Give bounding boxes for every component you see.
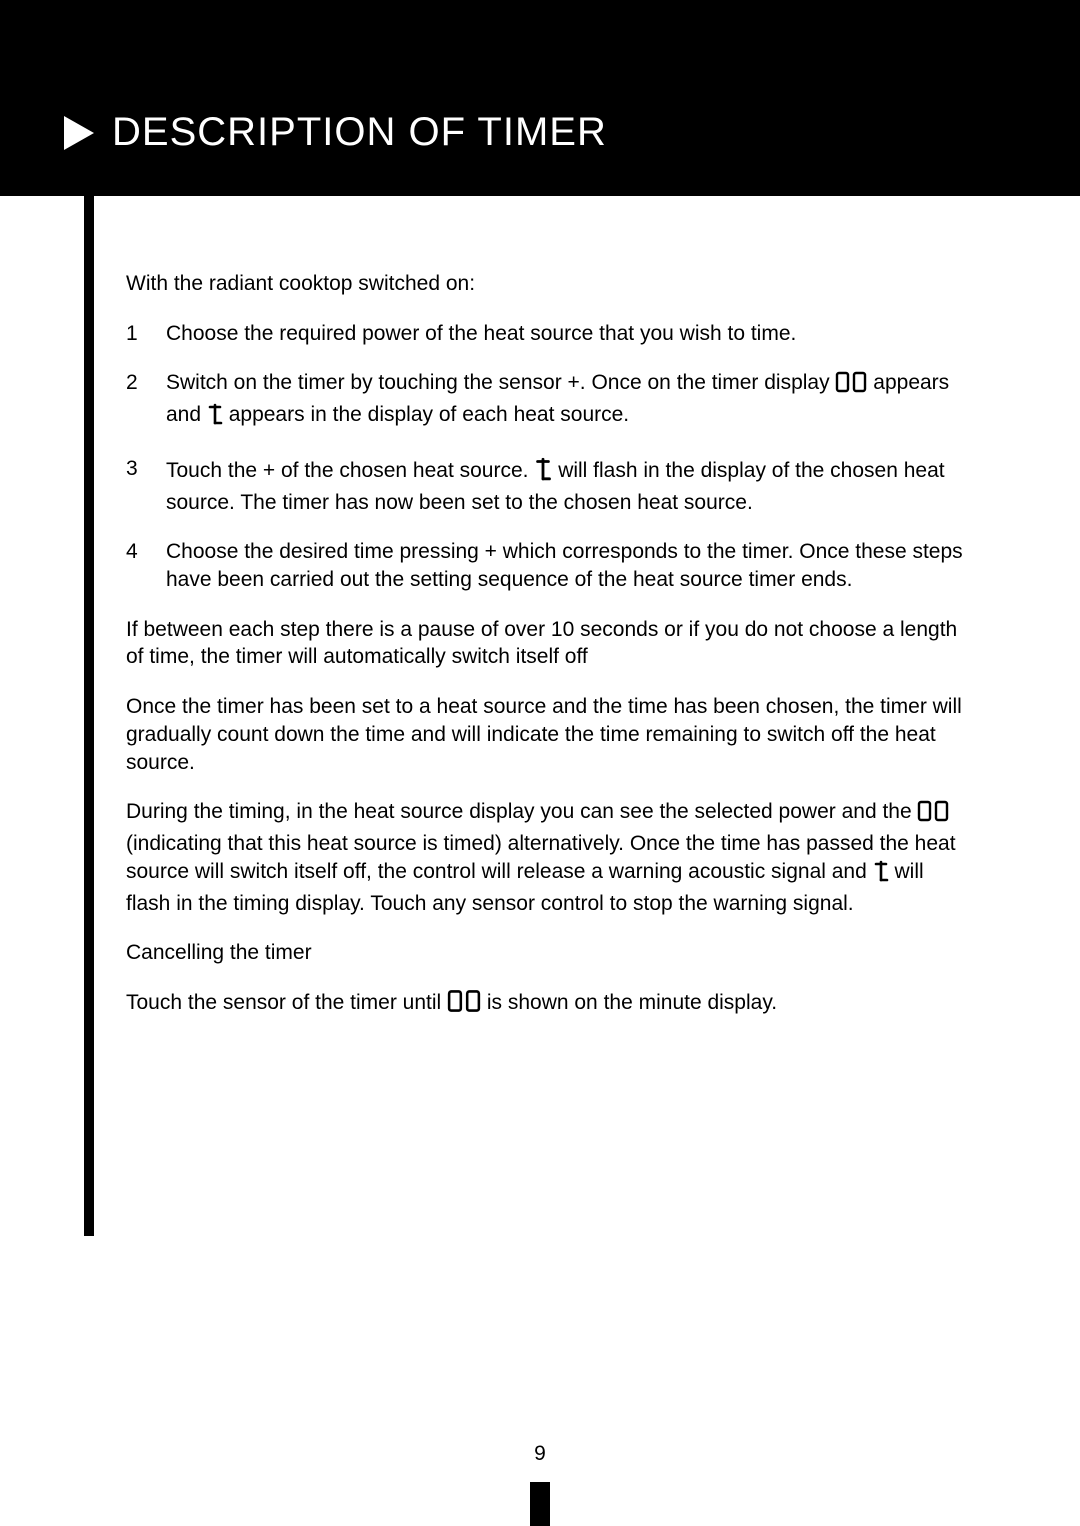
page-number: 9 [0, 1442, 1080, 1466]
paragraph: During the timing, in the heat source di… [126, 798, 968, 917]
text-fragment: appears in the display of each heat sour… [229, 403, 629, 426]
sub-heading: Cancelling the timer [126, 939, 968, 967]
step-4: 4 Choose the desired time pressing + whi… [126, 538, 968, 593]
page-content: With the radiant cooktop switched on: 1 … [126, 270, 968, 1021]
manual-page: DESCRIPTION OF TIMER With the radiant co… [0, 0, 1080, 1526]
step-3: 3 Touch the + of the chosen heat source. [126, 455, 968, 516]
heading-text: DESCRIPTION OF TIMER [112, 110, 607, 155]
timer-t-icon [534, 455, 552, 489]
section-heading: DESCRIPTION OF TIMER [64, 110, 607, 155]
steps-list: 1 Choose the required power of the heat … [126, 320, 968, 594]
text-fragment: (indicating that this heat source is tim… [126, 832, 956, 883]
step-number: 2 [126, 369, 144, 432]
text-fragment: Switch on the timer by touching the sens… [166, 371, 835, 394]
text-fragment: Touch the sensor of the timer until [126, 991, 447, 1014]
timer-t-icon [207, 401, 223, 433]
timer-t-icon [873, 858, 889, 890]
step-body: Switch on the timer by touching the sens… [166, 369, 968, 432]
step-2: 2 Switch on the timer by touching the se… [126, 369, 968, 432]
step-body: Choose the required power of the heat so… [166, 320, 968, 348]
text-fragment: Touch the + of the chosen heat source. [166, 459, 534, 482]
double-zero-icon [447, 989, 481, 1021]
double-zero-icon [917, 800, 949, 830]
step-1: 1 Choose the required power of the heat … [126, 320, 968, 348]
bottom-index-tab [530, 1482, 550, 1526]
paragraph: Once the timer has been set to a heat so… [126, 693, 968, 776]
left-vertical-rule [84, 196, 94, 1236]
step-number: 1 [126, 320, 144, 348]
paragraph: Touch the sensor of the timer until is s… [126, 989, 968, 1021]
step-body: Touch the + of the chosen heat source. w… [166, 455, 968, 516]
triangle-bullet-icon [64, 116, 94, 150]
paragraph: If between each step there is a pause of… [126, 616, 968, 671]
intro-line: With the radiant cooktop switched on: [126, 270, 968, 298]
step-number: 4 [126, 538, 144, 593]
step-number: 3 [126, 455, 144, 516]
header-bar [0, 0, 1080, 196]
text-fragment: is shown on the minute display. [487, 991, 777, 1014]
step-body: Choose the desired time pressing + which… [166, 538, 968, 593]
double-zero-icon [835, 371, 867, 401]
text-fragment: During the timing, in the heat source di… [126, 800, 917, 823]
